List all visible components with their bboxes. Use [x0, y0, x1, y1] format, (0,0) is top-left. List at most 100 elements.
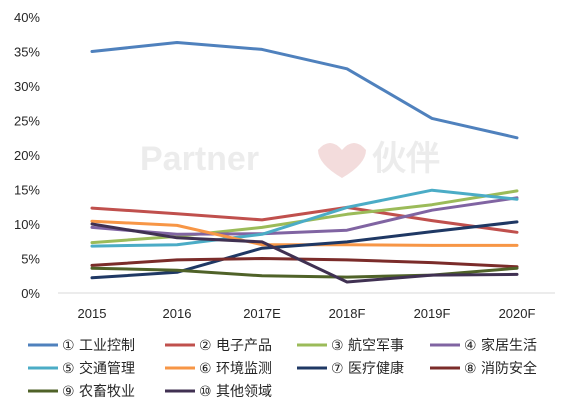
- y-tick-label: 25%: [14, 114, 40, 129]
- legend-item: ⑥ 环境监测: [165, 361, 272, 377]
- data-point: [430, 230, 434, 233]
- data-point: [345, 67, 349, 70]
- legend-label: ② 电子产品: [199, 338, 272, 354]
- data-point: [260, 233, 264, 236]
- legend-label: ⑧ 消防安全: [464, 360, 537, 377]
- data-point: [515, 244, 519, 247]
- legend-label: ⑤ 交通管理: [62, 360, 135, 377]
- legend-label: ⑨ 农畜牧业: [62, 384, 135, 400]
- data-point: [260, 226, 264, 229]
- y-tick-label: 40%: [14, 10, 40, 25]
- data-point: [430, 188, 434, 192]
- legend: ① 工业控制 ② 电子产品 ③ 航空军事 ④ 家居生活 ⑤ 交通管理 ⑥ 环境监测 ⑦ 医疗…: [28, 337, 537, 400]
- series-line-10: [90, 222, 519, 284]
- data-point: [90, 226, 94, 229]
- legend-item: ⑦ 医疗健康: [297, 360, 404, 377]
- y-tick-label: 35%: [14, 45, 40, 60]
- legend-item: ⑤ 交通管理: [28, 360, 135, 377]
- watermark-logo-icon: [318, 143, 366, 178]
- data-point: [260, 243, 264, 246]
- data-point: [90, 276, 94, 280]
- data-point: [515, 266, 519, 270]
- legend-label: ④ 家居生活: [464, 337, 537, 354]
- x-tick-label: 2018F: [329, 306, 366, 321]
- data-point: [175, 41, 179, 44]
- y-tick-label: 20%: [14, 148, 40, 163]
- y-tick-label: 15%: [14, 183, 40, 198]
- data-point: [260, 48, 264, 51]
- data-point: [345, 206, 349, 209]
- x-tick-label: 2020F: [499, 306, 536, 321]
- series-layer: [90, 41, 519, 284]
- data-point: [345, 240, 349, 244]
- data-point: [90, 244, 94, 248]
- legend-label: ⑩ 其他领域: [199, 384, 272, 400]
- watermark: Partner 伙伴: [140, 139, 440, 179]
- legend-item: ④ 家居生活: [430, 337, 537, 354]
- legend-item: ③ 航空军事: [297, 338, 404, 354]
- data-point: [175, 236, 179, 239]
- y-tick-label: 5%: [21, 252, 40, 267]
- data-point: [430, 117, 434, 120]
- data-point: [515, 273, 519, 276]
- data-point: [175, 224, 179, 227]
- data-point: [175, 258, 179, 262]
- legend-item: ② 电子产品: [165, 338, 272, 354]
- legend-item: ⑩ 其他领域: [165, 384, 272, 400]
- data-point: [260, 218, 264, 222]
- data-point: [430, 261, 434, 264]
- data-point: [345, 243, 349, 246]
- data-point: [175, 212, 179, 215]
- watermark-cn-text: 伙伴: [372, 139, 440, 179]
- data-point: [90, 206, 94, 210]
- x-tick-label: 2017E: [243, 306, 281, 321]
- legend-label: ⑥ 环境监测: [199, 361, 272, 377]
- legend-item: ① 工业控制: [28, 338, 135, 354]
- legend-label: ③ 航空军事: [331, 338, 404, 354]
- data-point: [430, 209, 434, 212]
- data-point: [345, 258, 349, 262]
- data-point: [90, 266, 94, 270]
- data-point: [90, 222, 94, 226]
- data-point: [90, 264, 94, 267]
- data-point: [260, 257, 264, 260]
- data-point: [515, 136, 519, 139]
- data-point: [430, 219, 434, 222]
- legend-label: ⑦ 医疗健康: [331, 360, 404, 377]
- data-point: [345, 213, 349, 216]
- legend-item: ⑧ 消防安全: [430, 360, 537, 377]
- data-point: [430, 244, 434, 247]
- y-tick-label: 0%: [21, 286, 40, 301]
- data-point: [90, 241, 94, 244]
- data-point: [260, 240, 264, 244]
- data-point: [515, 197, 519, 201]
- y-tick-label: 10%: [14, 217, 40, 232]
- data-point: [90, 50, 94, 53]
- data-point: [430, 203, 434, 206]
- x-tick-label: 2019F: [414, 306, 451, 321]
- data-point: [175, 233, 179, 236]
- data-point: [345, 275, 349, 279]
- y-axis: 0% 5% 10% 15% 20% 25% 30% 35% 40%: [14, 10, 40, 301]
- legend-label: ① 工业控制: [62, 338, 135, 354]
- data-point: [345, 280, 349, 284]
- data-point: [260, 274, 264, 277]
- data-point: [175, 243, 179, 246]
- y-tick-label: 30%: [14, 79, 40, 94]
- data-point: [515, 189, 519, 193]
- watermark-brand-text: Partner: [140, 140, 259, 178]
- data-point: [175, 269, 179, 272]
- series-line-1: [90, 41, 519, 140]
- x-tick-label: 2016: [163, 306, 192, 321]
- series-line-2: [90, 205, 519, 234]
- data-point: [515, 220, 519, 224]
- x-axis: 2015 2016 2017E 2018F 2019F 2020F: [58, 292, 555, 321]
- series-line-4: [90, 196, 519, 236]
- data-point: [260, 246, 264, 250]
- data-point: [515, 231, 519, 234]
- x-tick-label: 2015: [78, 306, 107, 321]
- data-point: [345, 229, 349, 232]
- series-line-5: [90, 188, 519, 248]
- series-line-8: [90, 257, 519, 269]
